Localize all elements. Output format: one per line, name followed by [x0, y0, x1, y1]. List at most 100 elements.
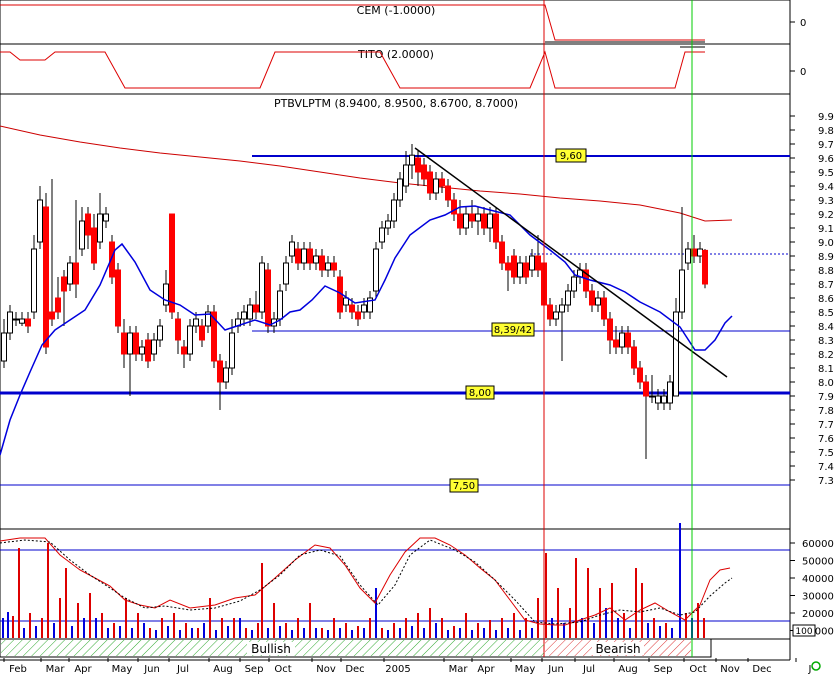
- volume-bar-up: [399, 628, 401, 638]
- volume-bar-up: [593, 623, 595, 638]
- candle-up: [361, 304, 367, 313]
- price-tick-label: 9.2: [818, 210, 834, 221]
- candle-down: [73, 262, 79, 285]
- x-tick-label: Mar: [46, 664, 66, 675]
- x-tick-label: Nov: [720, 664, 740, 675]
- volume-tick-label: 10000: [802, 627, 834, 638]
- volume-bar-up: [551, 618, 553, 638]
- volume-bar-up: [647, 623, 649, 638]
- candle-up: [79, 220, 85, 250]
- candle-up: [259, 262, 265, 313]
- volume-bar-down: [665, 623, 667, 638]
- level-label-839: 8,39/42: [491, 322, 535, 337]
- level-label-750-text: 7,50: [453, 481, 475, 492]
- x-tick-label: Aug: [213, 664, 233, 675]
- volume-bar-up: [267, 628, 269, 638]
- volume-bar-up: [629, 628, 631, 638]
- price-tick-label: 7.8: [818, 406, 834, 417]
- candle-up: [229, 332, 235, 369]
- volume-bar-down: [453, 626, 455, 638]
- volume-bar-down: [393, 623, 395, 638]
- volume-bar-up: [531, 628, 533, 638]
- candle-up: [667, 381, 673, 404]
- volume-bar-up: [191, 628, 193, 638]
- x-tick-label: Jun: [547, 664, 564, 675]
- volume-tick-label: 50000: [802, 557, 834, 568]
- price-tick-label: 9.7: [818, 140, 834, 151]
- x-tick-label: Apr: [74, 664, 92, 675]
- candle-up: [67, 262, 73, 285]
- scroll-indicator-icon: [811, 661, 821, 671]
- volume-bar-up: [483, 628, 485, 638]
- volume-bar-up: [131, 628, 133, 638]
- cem-panel: [0, 0, 791, 45]
- bullish-label: Bullish: [251, 642, 291, 656]
- volume-bar-down: [489, 620, 491, 638]
- price-tick-label: 7.3: [818, 476, 834, 487]
- volume-bar-down: [477, 623, 479, 638]
- candle-up: [325, 262, 331, 271]
- x-tick-label: Jun: [143, 664, 160, 675]
- volume-bar-down: [101, 613, 103, 638]
- price-tick-label: 8.7: [818, 280, 834, 291]
- candle-down: [115, 269, 121, 327]
- x-tick-label: 2005: [385, 664, 410, 675]
- volume-tick-label: 20000: [802, 609, 834, 620]
- candle-up: [7, 311, 13, 334]
- candle-up: [403, 164, 409, 187]
- x-tick-label: Sep: [654, 664, 673, 675]
- volume-bar-down: [149, 628, 151, 638]
- candle-up: [529, 255, 535, 271]
- short-moving-average: [0, 205, 733, 456]
- volume-bar-down: [465, 613, 467, 638]
- candle-up: [517, 262, 523, 278]
- candle-down: [61, 276, 67, 292]
- x-axis: Feb Mar Apr May Jun Jul Aug Sep Oct Nov Dec 2005 Mar…: [3, 658, 811, 675]
- volume-bar-down: [623, 613, 625, 638]
- candle-up: [127, 332, 133, 355]
- x-tick-label: Jul: [176, 664, 189, 675]
- candle-up: [1, 332, 7, 362]
- candle-up: [679, 269, 685, 313]
- candle-down: [451, 199, 457, 215]
- candle-down: [505, 262, 511, 271]
- candle-up: [301, 248, 307, 264]
- candle-down: [469, 213, 475, 222]
- candle-up: [673, 311, 679, 397]
- volume-bar-down: [545, 553, 547, 638]
- volume-bar-up: [563, 623, 565, 638]
- x-tick-label: Oct: [274, 664, 291, 675]
- candle-up: [559, 304, 565, 313]
- level-label-839-text: 8,39/42: [494, 325, 532, 336]
- volume-bar-up: [679, 523, 681, 638]
- candle-up: [571, 276, 577, 292]
- price-tick-label: 9.3: [818, 196, 834, 207]
- price-tick-label: 8.1: [818, 364, 834, 375]
- volume-bar-down: [285, 623, 287, 638]
- candle-up: [655, 395, 661, 404]
- price-tick-label: 7.7: [818, 420, 834, 431]
- price-tick-label: 7.4: [818, 462, 834, 473]
- volume-bar-down: [369, 618, 371, 638]
- candle-down: [631, 346, 637, 369]
- volume-bar-down: [125, 598, 127, 638]
- price-tick-label: 8.0: [818, 378, 834, 389]
- volume-bar-down: [381, 628, 383, 638]
- candle-down: [421, 164, 427, 180]
- candle-up: [151, 339, 157, 355]
- x-tick-label: Dec: [752, 664, 771, 675]
- volume-bar-up: [291, 630, 293, 638]
- volume-bar-up: [251, 630, 253, 638]
- volume-tick-label: 30000: [802, 592, 834, 603]
- candle-down: [349, 304, 355, 313]
- candle-up: [685, 248, 691, 264]
- candle-down: [133, 332, 139, 355]
- volume-bar-up: [327, 630, 329, 638]
- level-label-800-text: 8,00: [469, 388, 491, 399]
- candle-up: [223, 367, 229, 383]
- candle-down: [637, 367, 643, 383]
- candlesticks: [1, 144, 708, 459]
- candle-up: [373, 248, 379, 292]
- candle-up: [409, 154, 415, 166]
